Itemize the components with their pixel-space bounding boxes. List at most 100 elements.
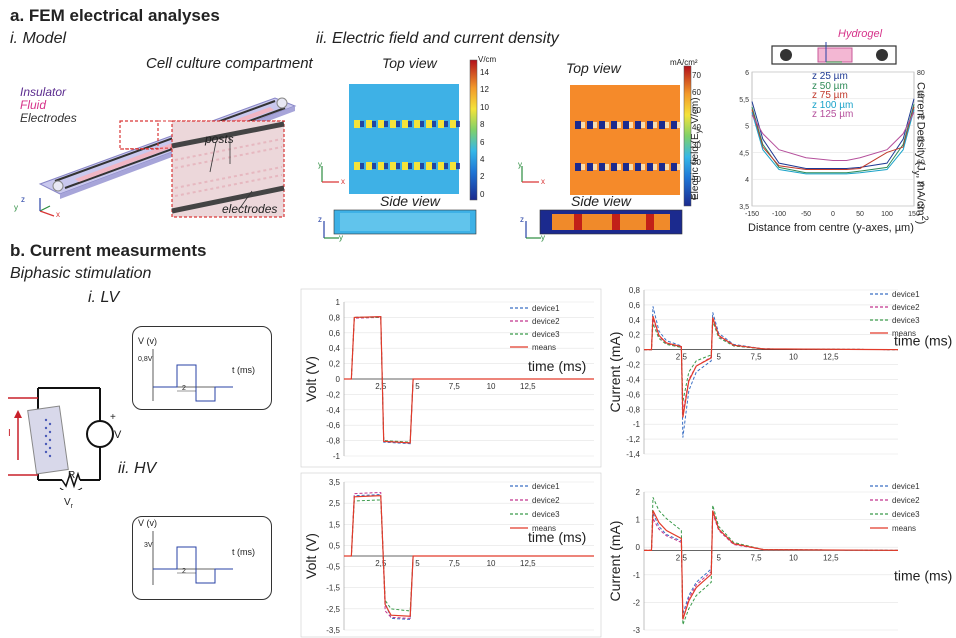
field-gap <box>432 163 436 169</box>
chart-xlabel: time (ms) <box>894 333 952 349</box>
chart-legend-label: means <box>532 524 556 533</box>
chart-y-tick: 0 <box>636 543 641 552</box>
chart-xlabel: time (ms) <box>528 529 586 545</box>
profile-ylabel-left: Electric field (Ey, V/cm) <box>690 97 703 200</box>
field-post <box>426 162 432 170</box>
profile-legend-item: z 75 µm <box>812 90 848 101</box>
field-gap <box>665 164 669 170</box>
chart-x-tick: 5 <box>716 553 721 562</box>
chart-x-tick: 12,5 <box>823 553 839 562</box>
cd-colorbar-ticks: 70 60 50 40 30 20 10 0 <box>692 67 701 206</box>
lv-waveform-ylabel: V (v) <box>138 336 157 346</box>
field-gap <box>420 121 424 127</box>
chart-y-tick: 0,8 <box>629 286 641 295</box>
field-post <box>450 120 456 128</box>
field-post <box>402 120 408 128</box>
chart-legend-label: device3 <box>532 330 560 339</box>
profile-ylabel-right-close: ) <box>914 220 927 225</box>
field-post <box>414 120 420 128</box>
chart-x-tick: 12,5 <box>520 382 536 391</box>
cd-top-view-label: Top view <box>566 60 621 76</box>
profile-x-tick: 100 <box>881 211 893 218</box>
chart-x-tick: 10 <box>789 553 798 562</box>
posts-label: posts <box>205 132 234 146</box>
ef-tick: 2 <box>480 172 485 182</box>
chart-y-tick: 2 <box>636 488 641 497</box>
profile-chart: -150 -100 -50 0 50 100 150 6 5,5 5 4,5 4 3,5 80 75 70 65… <box>739 70 925 218</box>
chart-y-tick: -1 <box>333 452 341 461</box>
chart-legend-label: means <box>532 343 556 352</box>
hv-waveform-xlabel: t (ms) <box>232 547 255 557</box>
field-post <box>671 163 677 171</box>
chart-y-tick: -0,8 <box>326 437 340 446</box>
chart-y-tick: -1,5 <box>326 584 340 593</box>
ef-colorbar-ticks: 14 12 10 8 6 4 2 0 <box>480 64 489 203</box>
field-gap <box>677 122 681 128</box>
chart-y-tick: 1 <box>636 516 641 525</box>
field-post <box>611 163 617 171</box>
field-post <box>647 163 653 171</box>
chart-legend-label: device3 <box>532 510 560 519</box>
section-b-subtitle: Biphasic stimulation <box>10 265 152 282</box>
lv-label: i. LV <box>88 289 120 306</box>
cd-tick: 70 <box>692 71 701 80</box>
chart-ylabel: Volt (V) <box>303 533 319 579</box>
ef-side-axis-y: y <box>339 233 343 242</box>
chart-y-tick: -1 <box>633 571 641 580</box>
chart-ylabel: Current (mA) <box>608 332 623 413</box>
field-gap <box>360 121 364 127</box>
field-post <box>438 162 444 170</box>
hv-waveform <box>152 531 233 585</box>
chart-x-tick: 5 <box>716 353 721 362</box>
field-gap <box>444 163 448 169</box>
cd-axis-x: x <box>541 177 545 186</box>
field-gap <box>677 164 681 170</box>
chart-x-tick: 5 <box>415 382 420 391</box>
chart-y-tick: 0,4 <box>629 316 641 325</box>
hydrogel-label: Hydrogel <box>838 28 883 40</box>
profile-series-line <box>751 106 915 171</box>
legend-fluid: Fluid <box>20 98 47 112</box>
profile-x-tick: 0 <box>831 211 835 218</box>
field-post <box>450 162 456 170</box>
chart-legend-label: device2 <box>892 303 920 312</box>
profile-y-tick-left: 5,5 <box>739 97 749 104</box>
chart-y-tick: -0,5 <box>326 563 340 572</box>
model-axis-z: z <box>21 195 25 204</box>
field-gap <box>605 122 609 128</box>
chart-y-tick: -3,5 <box>326 626 340 635</box>
field-gap <box>617 164 621 170</box>
compartment-label: Cell culture compartment <box>146 55 313 72</box>
field-post <box>647 121 653 129</box>
field-post <box>366 120 372 128</box>
cd-side-view-label: Side view <box>571 193 631 209</box>
field-post <box>659 163 665 171</box>
cd-side-axis-z: z <box>520 215 524 224</box>
profile-x-tick: -100 <box>772 211 786 218</box>
ef-side-axis-z: z <box>318 215 322 224</box>
profile-x-tick: -150 <box>745 211 759 218</box>
field-post <box>599 121 605 129</box>
field-gap <box>617 122 621 128</box>
profile-y-tick-right: 70 <box>917 115 925 122</box>
field-post <box>575 163 581 171</box>
chart-y-tick: -0,8 <box>626 405 640 414</box>
chart-y-tick: -0,6 <box>326 421 340 430</box>
profile-legend-item: z 125 µm <box>812 109 854 120</box>
chart-series-line <box>644 510 899 620</box>
chart-y-tick: -1,4 <box>626 450 640 459</box>
field-gap <box>581 164 585 170</box>
circuit-resistor-label: R <box>68 470 76 481</box>
profile-ylabel-left-unit: , V/cm) <box>690 97 701 130</box>
chart-hv-voltage: 3,5 2,5 1,5 0,5 -0,5 -1,5 -2,5 -3,5 2,5 5 7,5 10 12,… <box>300 472 602 638</box>
profile-series-line <box>751 111 915 161</box>
chart-legend-label: device1 <box>532 482 560 491</box>
profile-y-tick-left: 5 <box>745 124 749 131</box>
legend-insulator: Insulator <box>20 85 67 99</box>
profile-y-tick-left: 4,5 <box>739 150 749 157</box>
lv-waveform-xlabel: t (ms) <box>232 365 255 375</box>
cd-tick: 40 <box>692 123 701 133</box>
profile-legend-item: z 50 µm <box>812 80 848 92</box>
chart-y-tick: 0 <box>636 346 641 355</box>
circuit-diagram <box>8 387 114 490</box>
